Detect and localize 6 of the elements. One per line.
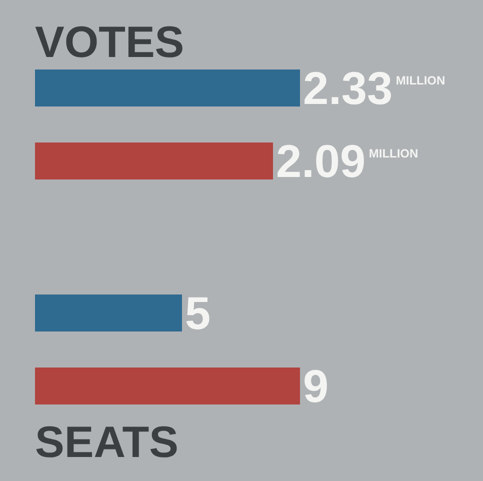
- data-label: 2.09$^{MILLION}$: [276, 134, 418, 187]
- text: SEATS: [35, 418, 178, 467]
- data-label: 9: [303, 360, 329, 412]
- data-label: 5: [185, 287, 211, 340]
- chart-title: VOTES: [35, 18, 184, 67]
- data-label: 2.33$^{MILLION}$: [303, 62, 446, 114]
